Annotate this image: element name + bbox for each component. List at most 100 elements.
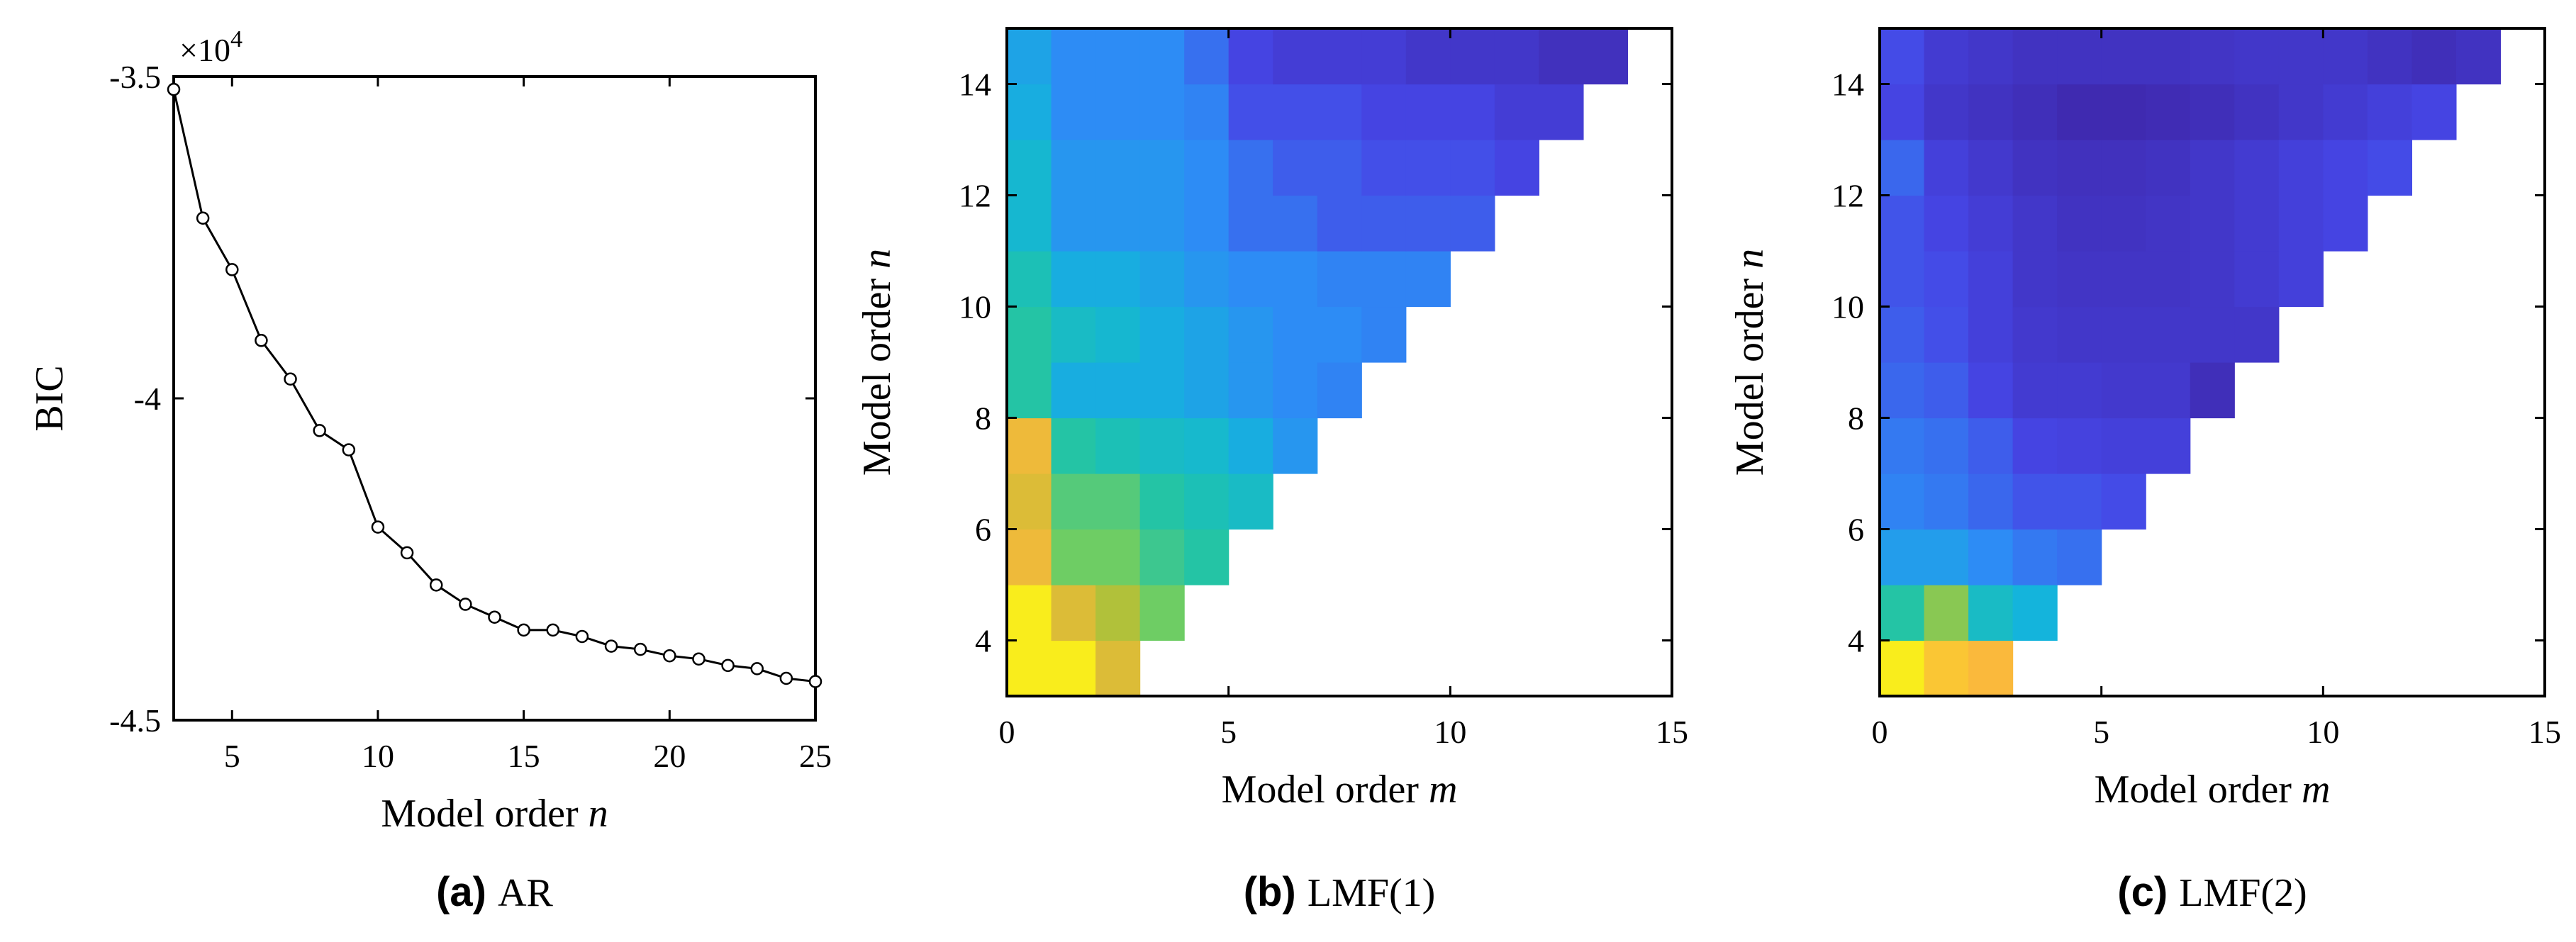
bic-point	[459, 598, 472, 611]
heatmap-cell	[2146, 28, 2191, 85]
caption-c-label: (c)	[2117, 869, 2179, 915]
heatmap-cell	[2367, 28, 2412, 85]
heatmap-cell	[2190, 28, 2235, 85]
heatmap-cell	[2234, 195, 2280, 252]
heatmap-cell	[1228, 140, 1273, 196]
heatmap-cell	[2101, 84, 2146, 140]
x-axis-label-text: Model order	[2095, 768, 2302, 812]
heatmap-cell	[2367, 84, 2412, 140]
caption-b-label: (b)	[1244, 869, 1307, 915]
heatmap-cell	[2057, 140, 2102, 196]
plot-frame-c	[1878, 27, 2546, 697]
heatmap-cell	[1924, 529, 1969, 585]
x-tick-label: 0	[1872, 714, 1888, 750]
heatmap-cell	[2057, 28, 2102, 85]
x-axis-label-var: n	[589, 792, 608, 836]
heatmap-cell	[1880, 84, 1925, 140]
x-axis-label-c: Model order m	[2095, 768, 2331, 812]
heatmap-cell	[2278, 84, 2324, 140]
bic-point	[225, 263, 239, 276]
bic-point	[633, 642, 647, 656]
heatmap-cell	[1450, 28, 1495, 85]
heatmap-cell	[2323, 195, 2368, 252]
heatmap-cell	[1968, 473, 2014, 530]
heatmap-cell	[1405, 140, 1451, 196]
heatmap-cell	[2234, 306, 2280, 363]
y-tick-label: 10	[1831, 289, 1864, 325]
heatmap-cell	[1968, 529, 2014, 585]
heatmap-cell	[1361, 84, 1407, 140]
heatmap-cell	[1361, 251, 1407, 308]
y-tick-label: 6	[1848, 512, 1864, 548]
heatmap-cell	[2190, 140, 2235, 196]
heatmap-cell	[1968, 306, 2014, 363]
heatmap-cell	[2057, 473, 2102, 530]
heatmap-cell	[2012, 306, 2058, 363]
bic-point	[808, 675, 823, 688]
heatmap-cells-b	[1007, 28, 1629, 697]
heatmap-cell	[1095, 640, 1141, 697]
heatmap-cell	[1139, 28, 1185, 85]
y-tick-label: 14	[1831, 67, 1864, 103]
heatmap-cell	[1007, 84, 1052, 140]
heatmap-cell	[1539, 84, 1584, 140]
heatmap-cell	[1924, 417, 1969, 474]
x-axis-label-text: Model order	[381, 792, 588, 836]
heatmap-cell	[2101, 473, 2146, 530]
heatmap-cell	[1273, 28, 1318, 85]
heatmap-cell	[2012, 140, 2058, 196]
heatmap-cell	[1273, 362, 1318, 419]
bic-point	[313, 424, 326, 437]
heatmap-cell	[2101, 195, 2146, 252]
heatmap-cell	[1968, 362, 2014, 419]
heatmap-cell	[1095, 473, 1141, 530]
y-axis-label-var: n	[855, 249, 899, 269]
heatmap-cell	[2146, 195, 2191, 252]
heatmap-cell	[1273, 417, 1318, 474]
y-tick-label: -3.5	[109, 59, 161, 95]
heatmap-cell	[1924, 251, 1969, 308]
x-tick-label: 15	[508, 738, 540, 774]
heatmap-cell	[2190, 195, 2235, 252]
heatmap-cell	[1095, 529, 1141, 585]
y-axis-label-text: Model order	[855, 269, 899, 476]
heatmap-cell	[1317, 251, 1362, 308]
heatmap-cell	[1924, 140, 1969, 196]
bic-point	[517, 623, 530, 637]
heatmap-cell	[1007, 140, 1052, 196]
bic-point	[546, 623, 560, 637]
heatmap-cell	[1095, 28, 1141, 85]
heatmap-cell	[1095, 362, 1141, 419]
heatmap-cell	[1968, 84, 2014, 140]
heatmap-cell	[2012, 473, 2058, 530]
x-tick-label: 5	[224, 738, 240, 774]
y-tick-label: 4	[1848, 623, 1864, 659]
y-tick-label: 12	[1831, 178, 1864, 214]
heatmap-cell	[1095, 306, 1141, 363]
y-tick-label: -4	[134, 381, 161, 417]
y-tick-label: 6	[975, 512, 991, 548]
heatmap-cell	[2012, 585, 2058, 641]
heatmap-cell	[1051, 251, 1096, 308]
heatmap-cell	[1139, 140, 1185, 196]
heatmap-cell	[1405, 28, 1451, 85]
heatmap-cell	[1880, 362, 1925, 419]
caption-c-text: LMF(2)	[2179, 871, 2307, 915]
heatmap-cell	[1228, 28, 1273, 85]
heatmap-cell	[1095, 195, 1141, 252]
heatmap-cell	[1361, 306, 1407, 363]
heatmap-cell	[1228, 195, 1273, 252]
heatmap-cell	[1007, 28, 1052, 85]
heatmap-cell	[1184, 362, 1230, 419]
x-tick-label: 15	[2528, 714, 2561, 750]
heatmap-cell	[1361, 195, 1407, 252]
heatmap-cell	[1051, 473, 1096, 530]
bic-point	[342, 443, 356, 456]
heatmap-cell	[1007, 306, 1052, 363]
heatmap-cell	[2323, 28, 2368, 85]
heatmap-cell	[1095, 140, 1141, 196]
heatmap-cell	[2367, 140, 2412, 196]
heatmap-cell	[1361, 28, 1407, 85]
heatmap-cell	[1317, 28, 1362, 85]
x-axis-label-text: Model order	[1222, 768, 1429, 812]
